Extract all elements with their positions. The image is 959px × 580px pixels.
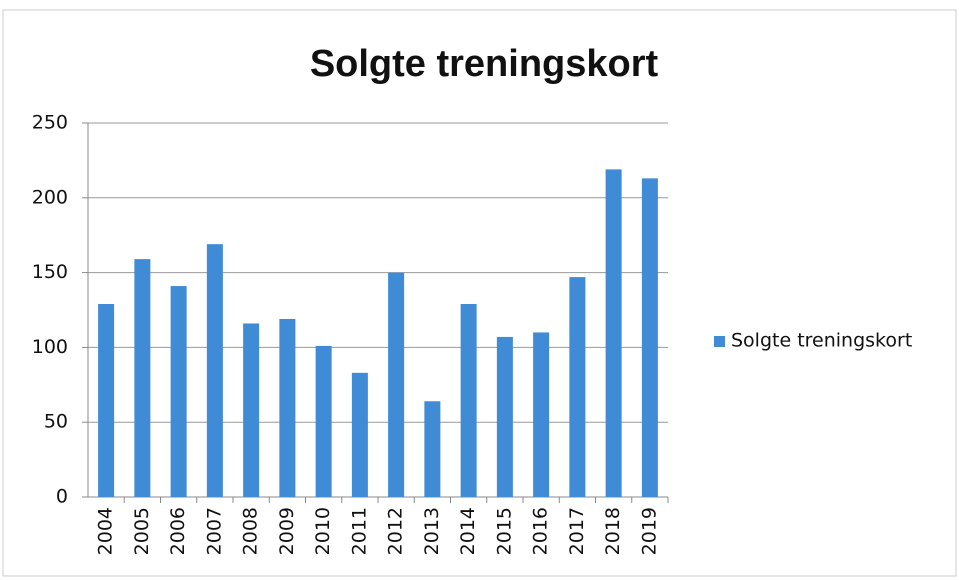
x-tick-label: 2004: [95, 507, 117, 555]
bar: [315, 345, 332, 497]
x-tick-label: 2019: [638, 507, 660, 555]
bar: [134, 259, 151, 497]
x-tick-label: 2016: [530, 507, 552, 555]
bar: [388, 272, 405, 497]
y-tick-label: 200: [32, 186, 68, 208]
x-tick-label: 2013: [421, 507, 443, 555]
x-tick-label: 2017: [566, 507, 588, 555]
bar: [98, 304, 115, 497]
x-tick-label: 2012: [385, 507, 407, 555]
x-tick-label: 2005: [131, 507, 153, 555]
chart-title: Solgte treningskort: [310, 43, 659, 85]
bar: [351, 372, 368, 497]
x-tick-label: 2007: [203, 507, 225, 555]
y-tick-label: 50: [44, 411, 68, 433]
bar: [496, 336, 513, 497]
legend-label: Solgte treningskort: [731, 330, 912, 352]
y-tick-label: 150: [32, 261, 68, 283]
chart-frame: [2, 9, 957, 577]
bar: [569, 277, 586, 497]
bar: [424, 401, 441, 497]
bar: [243, 323, 260, 497]
bar: [533, 332, 550, 497]
bar: [279, 318, 296, 497]
x-tick-label: 2011: [348, 507, 370, 555]
x-tick-label: 2014: [457, 507, 479, 555]
bar: [460, 304, 477, 497]
bar: [605, 169, 622, 497]
x-tick-label: 2009: [276, 507, 298, 555]
y-tick-label: 100: [32, 336, 68, 358]
x-tick-label: 2010: [312, 507, 334, 555]
x-tick-label: 2018: [602, 507, 624, 555]
y-tick-label: 0: [56, 486, 68, 508]
x-tick-label: 2006: [167, 507, 189, 555]
y-tick-label: 250: [32, 112, 68, 134]
x-tick-label: 2015: [493, 507, 515, 555]
x-tick-label: 2008: [240, 507, 262, 555]
legend-swatch: [714, 336, 725, 347]
bar: [206, 244, 223, 497]
bar: [641, 178, 658, 498]
bar: [170, 286, 187, 497]
